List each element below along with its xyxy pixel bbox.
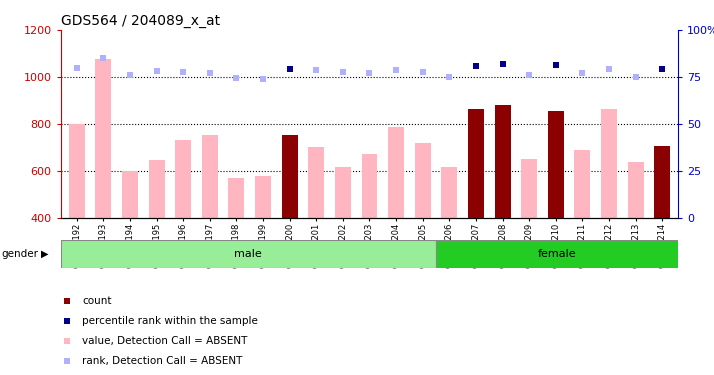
Text: rank, Detection Call = ABSENT: rank, Detection Call = ABSENT: [82, 356, 243, 366]
Bar: [255, 177, 271, 218]
Text: GDS564 / 204089_x_at: GDS564 / 204089_x_at: [61, 13, 220, 28]
Bar: [415, 142, 431, 218]
Text: count: count: [82, 296, 112, 306]
Bar: [335, 167, 351, 217]
Bar: [388, 127, 404, 218]
Text: male: male: [234, 249, 262, 259]
Bar: [149, 160, 164, 218]
Text: female: female: [538, 249, 576, 259]
Bar: [69, 124, 85, 218]
Bar: [228, 178, 244, 218]
Bar: [628, 162, 644, 218]
Bar: [521, 159, 537, 218]
Bar: [122, 171, 138, 217]
Bar: [202, 135, 218, 218]
Text: value, Detection Call = ABSENT: value, Detection Call = ABSENT: [82, 336, 248, 346]
Bar: [61, 240, 436, 268]
Bar: [441, 167, 458, 217]
Bar: [281, 135, 298, 218]
Text: percentile rank within the sample: percentile rank within the sample: [82, 316, 258, 326]
Text: gender: gender: [1, 249, 39, 259]
Text: ▶: ▶: [41, 249, 49, 259]
Bar: [468, 109, 484, 217]
Bar: [308, 147, 324, 218]
Bar: [95, 59, 111, 217]
Bar: [601, 109, 617, 217]
Bar: [575, 150, 590, 217]
Bar: [548, 111, 564, 218]
Bar: [361, 154, 378, 218]
Bar: [175, 140, 191, 218]
Bar: [436, 240, 678, 268]
Bar: [495, 105, 511, 218]
Bar: [654, 146, 670, 218]
